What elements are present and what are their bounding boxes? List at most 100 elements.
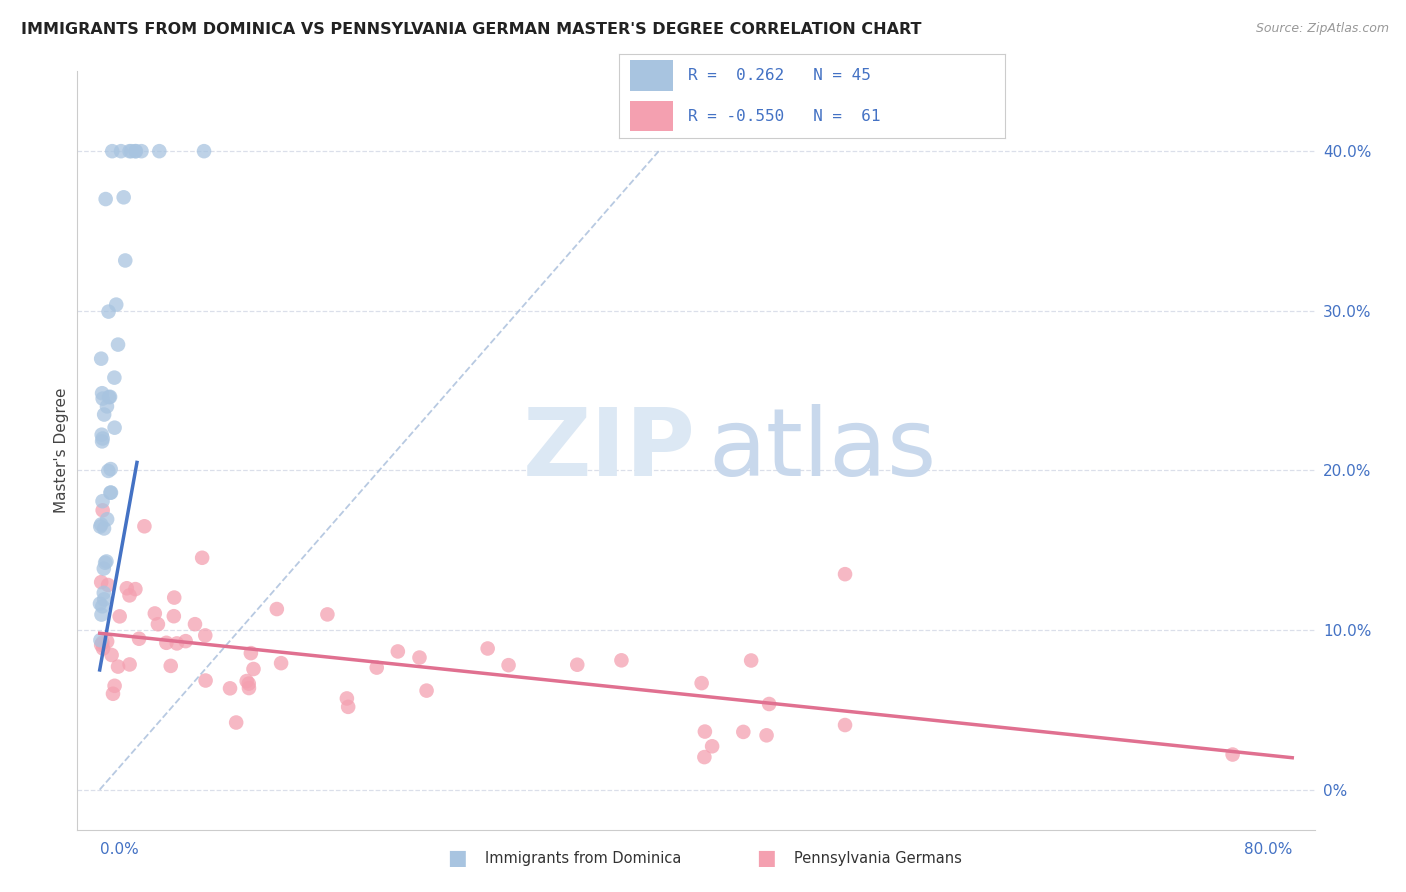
Point — [266, 602, 288, 616]
Point — [610, 653, 633, 667]
Point — [96, 400, 118, 414]
Point — [124, 144, 146, 158]
Point — [115, 581, 138, 595]
Point — [387, 644, 409, 658]
Point — [155, 636, 177, 650]
Text: R = -0.550   N =  61: R = -0.550 N = 61 — [689, 109, 880, 124]
Point — [104, 679, 127, 693]
Point — [120, 144, 142, 158]
Point — [146, 617, 169, 632]
Text: IMMIGRANTS FROM DOMINICA VS PENNSYLVANIA GERMAN MASTER'S DEGREE CORRELATION CHAR: IMMIGRANTS FROM DOMINICA VS PENNSYLVANIA… — [21, 22, 921, 37]
Point — [90, 427, 112, 442]
Point — [235, 674, 257, 689]
Point — [118, 588, 141, 602]
Point — [96, 634, 118, 648]
Point — [219, 681, 242, 696]
Text: 80.0%: 80.0% — [1244, 842, 1292, 857]
Point — [163, 591, 186, 605]
Text: ZIP: ZIP — [523, 404, 696, 497]
Point — [91, 503, 114, 517]
Point — [239, 646, 262, 660]
Point — [163, 609, 186, 624]
Point — [101, 144, 124, 158]
Point — [91, 434, 114, 449]
Text: Immigrants from Dominica: Immigrants from Dominica — [485, 851, 682, 865]
Point — [270, 656, 292, 670]
Text: ■: ■ — [447, 848, 467, 868]
Point — [242, 662, 264, 676]
Point — [755, 728, 778, 742]
Point — [693, 724, 716, 739]
Point — [107, 337, 129, 351]
Point — [128, 632, 150, 646]
Point — [148, 144, 170, 158]
Point — [93, 408, 115, 422]
Point — [108, 609, 131, 624]
Point — [834, 567, 856, 582]
Point — [97, 464, 120, 478]
Point — [93, 586, 115, 600]
Point — [740, 653, 762, 667]
Point — [316, 607, 339, 622]
Point — [89, 519, 111, 533]
Text: 0.0%: 0.0% — [100, 842, 138, 857]
Point — [143, 607, 166, 621]
Point — [191, 550, 214, 565]
Point — [98, 390, 121, 404]
Point — [194, 673, 217, 688]
Point — [567, 657, 589, 672]
Point — [94, 556, 117, 570]
Point — [93, 561, 115, 575]
Point — [124, 582, 146, 596]
Point — [498, 658, 520, 673]
Text: Source: ZipAtlas.com: Source: ZipAtlas.com — [1256, 22, 1389, 36]
Point — [693, 750, 716, 764]
Point — [477, 641, 499, 656]
Point — [834, 718, 856, 732]
Point — [91, 494, 114, 508]
Y-axis label: Master's Degree: Master's Degree — [53, 388, 69, 513]
Point — [114, 253, 136, 268]
Point — [166, 636, 188, 650]
Point — [91, 392, 114, 406]
Point — [238, 676, 260, 690]
Point — [103, 370, 125, 384]
Text: Pennsylvania Germans: Pennsylvania Germans — [794, 851, 962, 865]
Point — [415, 683, 437, 698]
Point — [97, 304, 120, 318]
Point — [107, 659, 129, 673]
Text: atlas: atlas — [709, 404, 936, 497]
Point — [131, 144, 153, 158]
Point — [90, 638, 112, 652]
Point — [91, 635, 114, 649]
Point — [93, 521, 115, 535]
Bar — [630, 101, 673, 131]
Point — [96, 554, 118, 568]
Point — [110, 144, 132, 158]
Point — [193, 144, 215, 158]
Point — [100, 462, 122, 476]
Text: R =  0.262   N = 45: R = 0.262 N = 45 — [689, 68, 872, 83]
Point — [408, 650, 430, 665]
Point — [90, 517, 112, 532]
Text: ■: ■ — [756, 848, 776, 868]
Point — [90, 351, 112, 366]
Point — [134, 519, 156, 533]
Point — [337, 699, 360, 714]
Point — [184, 617, 207, 632]
Bar — [630, 61, 673, 91]
Point — [366, 660, 388, 674]
Point — [159, 659, 181, 673]
Point — [93, 592, 115, 607]
Point — [125, 144, 148, 158]
Point — [96, 512, 118, 526]
Point — [118, 144, 141, 158]
Point — [174, 634, 197, 648]
Point — [700, 739, 723, 754]
Point — [91, 641, 114, 656]
Point — [94, 192, 117, 206]
Point — [225, 715, 247, 730]
Point — [91, 386, 114, 401]
Point — [105, 297, 128, 311]
Point — [100, 648, 122, 662]
